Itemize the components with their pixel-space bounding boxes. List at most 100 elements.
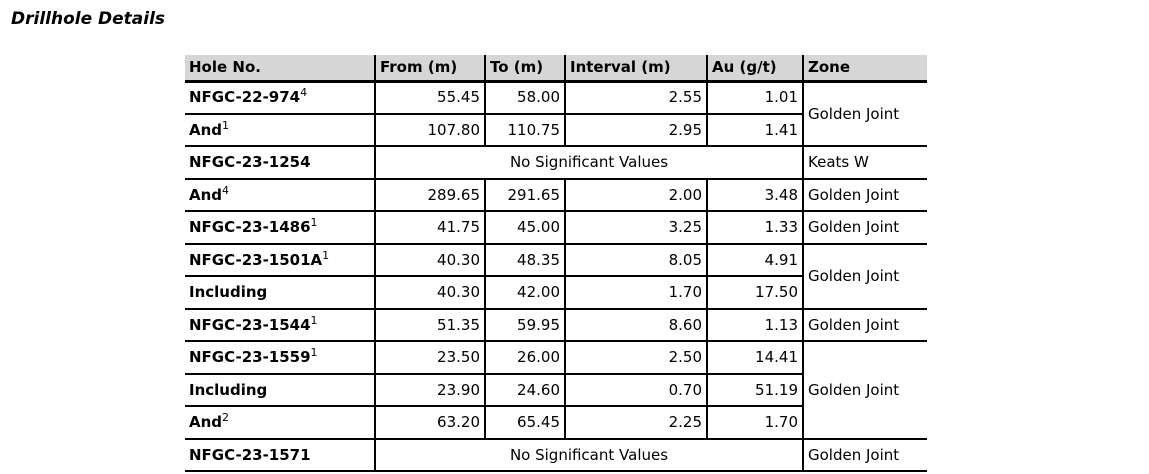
au-cell: 3.48: [706, 178, 803, 212]
from-cell: 40.30: [374, 276, 485, 310]
au-cell: 14.41: [706, 341, 803, 375]
table-row: And2 63.20 65.45 2.25 1.70: [185, 406, 927, 440]
hole-label: NFGC-23-1571: [189, 445, 311, 464]
hole-superscript: 1: [310, 216, 318, 229]
zone-cell: Golden Joint: [802, 178, 927, 212]
hole-no-cell: NFGC-23-1501A1: [185, 243, 375, 277]
hole-no-cell: Including: [185, 276, 375, 310]
hole-superscript: 2: [222, 411, 230, 424]
hole-label: NFGC-23-1544: [189, 315, 311, 334]
interval-cell: 8.05: [564, 243, 707, 277]
table-row: NFGC-23-1501A1 40.30 48.35 8.05 4.91 Gol…: [185, 243, 927, 310]
au-cell: 1.01: [706, 81, 803, 115]
to-cell: 59.95: [484, 308, 565, 342]
table-row: NFGC-22-9744 55.45 58.00 2.55 1.01 Golde…: [185, 81, 927, 147]
au-cell: 1.70: [706, 406, 803, 440]
drillhole-details-table: Hole No. From (m) To (m) Interval (m) Au…: [185, 55, 927, 472]
zone-cell: Golden Joint: [802, 243, 927, 310]
from-cell: 289.65: [374, 178, 485, 212]
zone-cell: Golden Joint: [802, 211, 927, 245]
interval-cell: 2.95: [564, 113, 707, 147]
page-title: Drillhole Details: [11, 9, 166, 29]
hole-superscript: 4: [300, 86, 308, 100]
to-cell: 291.65: [484, 178, 565, 212]
interval-cell: 1.70: [564, 276, 707, 310]
interval-cell: 2.55: [564, 81, 707, 115]
interval-cell: 3.25: [564, 211, 707, 245]
hole-label: NFGC-23-1486: [189, 218, 311, 236]
header-hole-no: Hole No.: [185, 55, 375, 83]
hole-label: And: [189, 185, 223, 204]
table-row: NFGC-23-1571 No Significant Values Golde…: [185, 438, 927, 472]
hole-label: And: [189, 120, 223, 139]
hole-no-cell: And4: [185, 178, 375, 212]
hole-superscript: 1: [310, 313, 318, 327]
zone-cell: Golden Joint: [802, 341, 927, 440]
to-cell: 42.00: [484, 276, 565, 310]
hole-no-cell: Including: [185, 373, 375, 407]
from-cell: 107.80: [374, 113, 485, 147]
hole-no-cell: NFGC-23-1571: [185, 438, 375, 472]
au-cell: 1.33: [706, 211, 803, 245]
zone-cell: Keats W: [802, 146, 927, 180]
table-row: NFGC-23-15591 23.50 26.00 2.50 14.41 Gol…: [185, 341, 927, 440]
hole-label: Including: [189, 283, 268, 301]
to-cell: 26.00: [484, 341, 565, 375]
hole-no-cell: And2: [185, 406, 375, 440]
from-cell: 51.35: [374, 308, 485, 342]
hole-label: And: [189, 413, 223, 431]
hole-no-cell: NFGC-23-14861: [185, 211, 375, 245]
no-significant-values-cell: No Significant Values: [374, 146, 803, 180]
table-row: Including 23.90 24.60 0.70 51.19: [185, 373, 927, 407]
from-cell: 55.45: [374, 81, 485, 115]
table-row: Including 40.30 42.00 1.70 17.50: [185, 276, 927, 310]
au-cell: 17.50: [706, 276, 803, 310]
interval-cell: 8.60: [564, 308, 707, 342]
to-cell: 110.75: [484, 113, 565, 147]
hole-label: NFGC-23-1254: [189, 153, 311, 171]
from-cell: 41.75: [374, 211, 485, 245]
from-cell: 40.30: [374, 243, 485, 277]
from-cell: 23.90: [374, 373, 485, 407]
header-zone: Zone: [802, 55, 927, 83]
table-row: NFGC-23-15441 51.35 59.95 8.60 1.13 Gold…: [185, 308, 927, 342]
hole-no-cell: NFGC-23-15441: [185, 308, 375, 342]
hole-no-cell: And1: [185, 113, 375, 147]
to-cell: 45.00: [484, 211, 565, 245]
table-row: NFGC-23-1254 No Significant Values Keats…: [185, 146, 927, 180]
hole-label: NFGC-23-1559: [189, 348, 311, 366]
to-cell: 58.00: [484, 81, 565, 115]
header-au: Au (g/t): [706, 55, 803, 83]
header-from: From (m): [374, 55, 485, 83]
header-interval: Interval (m): [564, 55, 707, 83]
hole-label: Including: [189, 380, 268, 399]
zone-cell: Golden Joint: [802, 81, 927, 147]
interval-cell: 2.50: [564, 341, 707, 375]
to-cell: 48.35: [484, 243, 565, 277]
table-row: And4 289.65 291.65 2.00 3.48 Golden Join…: [185, 178, 927, 212]
header-row: Hole No. From (m) To (m) Interval (m) Au…: [185, 55, 927, 83]
au-cell: 1.13: [706, 308, 803, 342]
au-cell: 1.41: [706, 113, 803, 147]
interval-cell: 2.25: [564, 406, 707, 440]
hole-superscript: 1: [222, 118, 230, 132]
hole-superscript: 4: [222, 183, 230, 197]
table-row: NFGC-23-14861 41.75 45.00 3.25 1.33 Gold…: [185, 211, 927, 245]
hole-superscript: 1: [322, 248, 330, 262]
no-significant-values-cell: No Significant Values: [374, 438, 803, 472]
interval-cell: 0.70: [564, 373, 707, 407]
hole-no-cell: NFGC-22-9744: [185, 81, 375, 115]
hole-no-cell: NFGC-23-15591: [185, 341, 375, 375]
header-to: To (m): [484, 55, 565, 83]
zone-cell: Golden Joint: [802, 438, 927, 472]
au-cell: 4.91: [706, 243, 803, 277]
interval-cell: 2.00: [564, 178, 707, 212]
hole-label: NFGC-22-974: [189, 88, 301, 107]
to-cell: 24.60: [484, 373, 565, 407]
zone-cell: Golden Joint: [802, 308, 927, 342]
hole-no-cell: NFGC-23-1254: [185, 146, 375, 180]
hole-superscript: 1: [310, 346, 318, 359]
from-cell: 63.20: [374, 406, 485, 440]
from-cell: 23.50: [374, 341, 485, 375]
hole-label: NFGC-23-1501A: [189, 250, 323, 269]
